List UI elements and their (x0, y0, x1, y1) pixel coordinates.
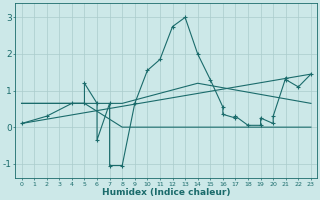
X-axis label: Humidex (Indice chaleur): Humidex (Indice chaleur) (102, 188, 230, 197)
